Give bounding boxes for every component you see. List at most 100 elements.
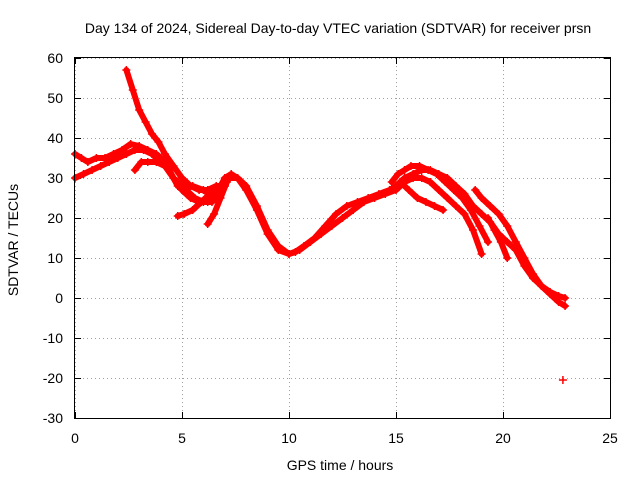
data-point <box>415 162 424 170</box>
data-point <box>409 174 418 182</box>
data-point <box>484 238 493 246</box>
data-point <box>180 210 189 218</box>
data-point <box>511 238 520 246</box>
data-point <box>432 170 441 178</box>
data-point <box>77 154 86 162</box>
data-point <box>92 154 101 162</box>
data-point <box>449 186 458 194</box>
data-point <box>195 186 204 194</box>
data-point <box>561 294 570 302</box>
data-point <box>496 238 505 246</box>
data-point <box>126 140 135 148</box>
data-point <box>306 238 315 246</box>
series-track-10 <box>484 214 512 262</box>
data-point <box>130 146 139 154</box>
grid <box>75 58 611 419</box>
data-point <box>561 302 570 310</box>
data-point <box>263 230 272 238</box>
data-point <box>460 210 469 218</box>
data-point <box>503 254 512 262</box>
data-point <box>105 158 114 166</box>
series-track-3 <box>122 66 229 194</box>
data-point <box>139 146 148 154</box>
data-point <box>169 174 178 182</box>
data-series <box>71 66 570 384</box>
data-point <box>434 186 443 194</box>
plot-frame <box>74 57 611 419</box>
y-tick-label: 60 <box>47 50 63 66</box>
data-point <box>439 206 448 214</box>
data-point <box>469 226 478 234</box>
data-point <box>178 186 186 194</box>
data-point <box>109 150 118 158</box>
data-point <box>216 194 225 202</box>
data-point <box>79 170 88 178</box>
x-tick-label: 20 <box>495 430 511 446</box>
data-point <box>295 246 304 254</box>
x-tick-label: 0 <box>71 430 79 446</box>
data-point <box>537 282 546 290</box>
data-point <box>160 150 169 158</box>
series-outlier <box>558 376 567 384</box>
data-point <box>417 174 426 182</box>
data-point <box>413 194 422 202</box>
data-point <box>458 194 467 202</box>
data-point <box>178 174 186 182</box>
data-point <box>148 130 157 138</box>
y-tick-label: 20 <box>47 210 63 226</box>
x-tick-label: 5 <box>178 430 186 446</box>
series-track-6 <box>203 178 231 228</box>
data-point <box>233 174 242 182</box>
chart-title: Day 134 of 2024, Sidereal Day-to-day VTE… <box>85 20 591 36</box>
data-point <box>490 226 499 234</box>
data-point <box>558 376 567 384</box>
series-track-4 <box>130 158 229 206</box>
data-point <box>400 166 409 174</box>
data-point <box>210 210 219 218</box>
data-point <box>494 210 503 218</box>
data-point <box>122 150 131 158</box>
data-point <box>252 206 261 214</box>
data-point <box>274 246 283 254</box>
x-axis-label: GPS time / hours <box>287 457 394 473</box>
data-point <box>421 198 430 206</box>
data-point <box>484 214 493 222</box>
data-point <box>349 206 358 214</box>
axis-ticks: 0 5 10 15 20 25 -30 -20 -10 0 10 20 30 40 50 60 <box>43 50 618 446</box>
y-tick-label: 10 <box>47 250 63 266</box>
data-point <box>387 178 396 186</box>
series-line <box>485 215 511 261</box>
data-point <box>152 158 161 166</box>
data-point <box>285 250 293 258</box>
data-point <box>186 194 195 202</box>
data-point <box>426 178 435 186</box>
data-point <box>381 190 390 198</box>
data-point <box>466 206 475 214</box>
y-tick-label: -30 <box>43 410 63 426</box>
data-point <box>477 250 486 258</box>
data-point <box>332 210 341 218</box>
data-point <box>370 194 379 202</box>
data-point <box>197 198 206 206</box>
data-point <box>392 186 400 194</box>
data-point <box>148 150 157 158</box>
data-point <box>122 66 131 74</box>
data-point <box>477 210 486 218</box>
data-point <box>359 198 368 206</box>
data-point <box>222 178 231 186</box>
y-tick-label: -10 <box>43 330 63 346</box>
y-tick-label: 30 <box>47 170 63 186</box>
data-point <box>173 212 182 220</box>
data-point <box>396 178 405 186</box>
data-point <box>327 222 336 230</box>
data-point <box>486 202 495 210</box>
y-tick-label: 40 <box>47 130 63 146</box>
x-tick-label: 15 <box>388 430 404 446</box>
data-point <box>394 170 403 178</box>
data-point <box>118 146 127 154</box>
data-point <box>143 158 152 166</box>
data-point <box>186 182 195 190</box>
series-line <box>204 179 230 227</box>
data-point <box>188 206 197 214</box>
